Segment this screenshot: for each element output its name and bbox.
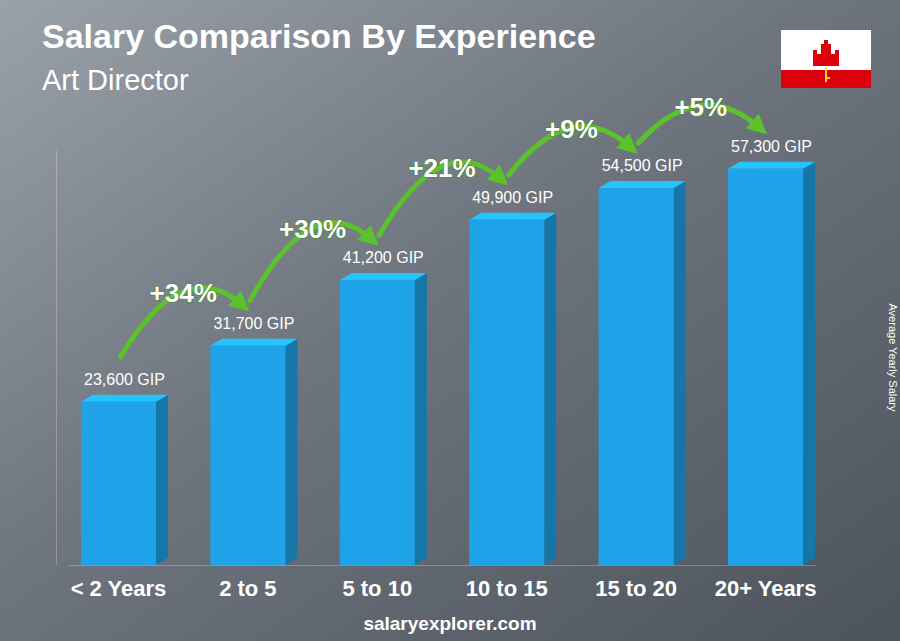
flag-field [781,30,871,88]
data-label: 57,300 GIP [731,138,812,155]
bar [599,188,674,565]
bar-group [210,339,297,565]
y-axis [56,151,57,566]
plot-area [81,162,815,565]
background [0,0,900,641]
chart-svg: Salary Comparison By Experience Art Direc… [0,0,900,641]
x-tick-label: 5 to 10 [342,576,412,601]
bar [210,346,285,565]
bar-top [81,395,168,402]
growth-label: +21% [408,153,475,183]
x-tick: 2 to 5 [219,565,276,601]
bar [81,402,156,565]
bar-top [728,162,815,169]
growth-label: +9% [545,114,598,144]
data-label: 23,600 GIP [84,371,165,388]
x-tick-label: 15 to 20 [595,576,677,601]
bar [469,220,544,565]
y-axis-line [56,151,57,566]
x-axis-line [69,565,817,566]
bar-top [210,339,297,346]
x-tick: 5 to 10 [342,565,412,601]
bar-side [415,273,427,565]
flag-key [826,68,830,82]
x-tick: 20+ Years [715,565,817,601]
bar-side [803,162,815,565]
x-tick-label: 20+ Years [715,576,817,601]
bar-group [81,395,168,565]
bar-side [156,395,168,565]
x-tick-label: 10 to 15 [466,576,548,601]
x-tick: 15 to 20 [595,565,677,601]
y-axis-title: Average Yearly Salary [887,303,899,412]
bar [340,280,415,565]
data-label: 49,900 GIP [472,189,553,206]
x-tick: 10 to 15 [466,565,548,601]
bar-side [674,181,686,565]
growth-label: +5% [674,92,727,122]
data-label: 41,200 GIP [343,249,424,266]
flag-castle [813,40,839,66]
flag [781,30,871,88]
data-label: 31,700 GIP [213,315,294,332]
x-tick-label: < 2 Years [71,576,167,601]
title: Salary Comparison By Experience [42,17,596,55]
footer: salaryexplorer.com [363,613,536,634]
subtitle: Art Director [42,64,189,96]
bar-group [469,213,556,565]
data-label: 54,500 GIP [602,157,683,174]
x-tick-label: 2 to 5 [219,576,276,601]
bar-top [469,213,556,220]
bar-side [544,213,556,565]
bar-side [285,339,297,565]
bar-group [728,162,815,565]
bar-group [599,181,686,565]
bar [728,169,803,565]
x-axis: < 2 Years 2 to 5 5 to 10 10 to 15 15 to 20 20… [69,565,817,601]
x-tick: < 2 Years [71,565,167,601]
growth-label: +34% [150,278,217,308]
growth-label: +30% [279,214,346,244]
bar-group [340,273,427,565]
bar-top [599,181,686,188]
bar-top [340,273,427,280]
